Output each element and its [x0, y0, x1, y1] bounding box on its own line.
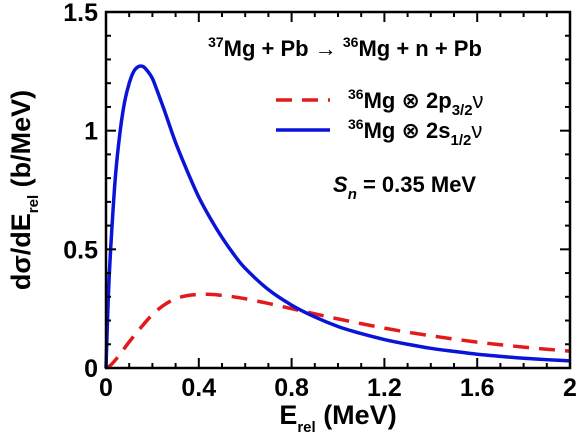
legend-label-p32: 36Mg ⊗ 2p3/2ν	[348, 86, 484, 119]
arrow-icon: →	[315, 36, 337, 61]
x-tick-label: 0	[99, 374, 113, 402]
reaction-label: 37Mg + Pb → 36Mg + n + Pb	[208, 34, 482, 61]
series-line-1	[104, 64, 571, 369]
y-tick-label: 1	[84, 118, 98, 146]
y-tick-label: 0.5	[63, 236, 98, 264]
x-tick-label: 0.8	[274, 374, 309, 402]
ticks-layer: 0 0.4 0.8 1.2 1.6 2 0 0.5 1 1.5	[63, 0, 577, 402]
x-tick-label: 1.2	[367, 374, 402, 402]
x-axis-title: Erel (MeV)	[279, 400, 396, 436]
separation-energy-label: Sn = 0.35 MeV	[333, 172, 476, 203]
x-tick-label: 1.6	[460, 374, 495, 402]
y-tick-label: 1.5	[63, 0, 98, 27]
legend: 36Mg ⊗ 2p3/2ν 36Mg ⊗ 2s1/2ν	[276, 86, 484, 149]
x-tick-label: 0.4	[181, 374, 216, 402]
series-layer	[104, 64, 571, 370]
y-axis-title: dσ/dErel (b/MeV)	[6, 90, 42, 290]
legend-label-s12: 36Mg ⊗ 2s1/2ν	[348, 116, 482, 149]
y-tick-label: 0	[84, 355, 98, 383]
series-line-0	[105, 292, 571, 370]
x-tick-label: 2	[563, 374, 577, 402]
